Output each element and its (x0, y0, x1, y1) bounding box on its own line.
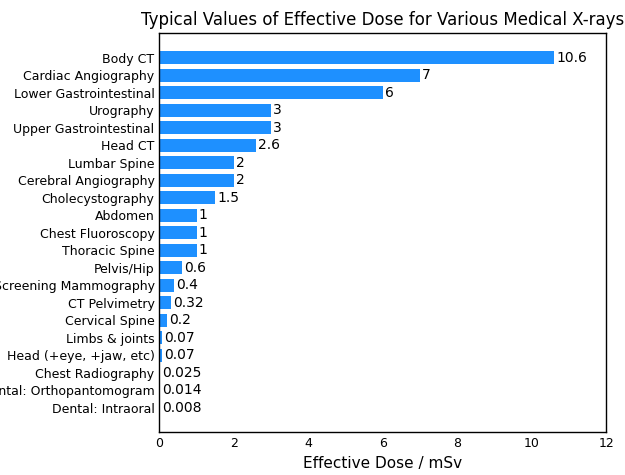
Bar (159, 51, 554, 65)
Bar (159, 191, 215, 204)
Text: 6: 6 (385, 86, 394, 100)
Bar (159, 226, 197, 239)
Text: 3: 3 (273, 121, 282, 135)
Bar (159, 366, 160, 379)
Bar (159, 349, 162, 361)
Text: 0.2: 0.2 (169, 313, 191, 327)
Bar (159, 121, 271, 134)
Text: 2: 2 (236, 173, 245, 187)
Bar (159, 86, 382, 99)
Text: 0.025: 0.025 (162, 366, 202, 380)
Text: 2: 2 (236, 156, 245, 170)
Text: 0.32: 0.32 (174, 295, 204, 310)
Bar (159, 261, 182, 274)
X-axis label: Effective Dose / mSv: Effective Dose / mSv (303, 456, 462, 471)
Title: Typical Values of Effective Dose for Various Medical X-rays: Typical Values of Effective Dose for Var… (141, 11, 624, 29)
Bar (159, 296, 171, 309)
Text: 1.5: 1.5 (217, 191, 239, 205)
Text: 1: 1 (199, 243, 208, 257)
Text: 3: 3 (273, 104, 282, 117)
Bar (159, 209, 197, 222)
Text: 0.008: 0.008 (162, 400, 201, 415)
Bar (159, 174, 234, 187)
Text: 10.6: 10.6 (556, 51, 588, 65)
Bar (159, 139, 256, 152)
Text: 0.07: 0.07 (164, 331, 195, 345)
Text: 0.6: 0.6 (184, 261, 206, 275)
Text: 0.4: 0.4 (176, 278, 198, 292)
Bar (159, 279, 174, 292)
Text: 1: 1 (199, 226, 208, 240)
Text: 7: 7 (422, 68, 431, 83)
Bar (159, 104, 271, 117)
Bar (159, 244, 197, 257)
Text: 2.6: 2.6 (258, 138, 281, 152)
Text: 0.07: 0.07 (164, 348, 195, 362)
Text: 1: 1 (199, 208, 208, 222)
Bar (159, 331, 162, 344)
Text: 0.014: 0.014 (162, 383, 202, 397)
Bar (159, 314, 167, 327)
Bar (159, 156, 234, 170)
Bar (159, 69, 420, 82)
